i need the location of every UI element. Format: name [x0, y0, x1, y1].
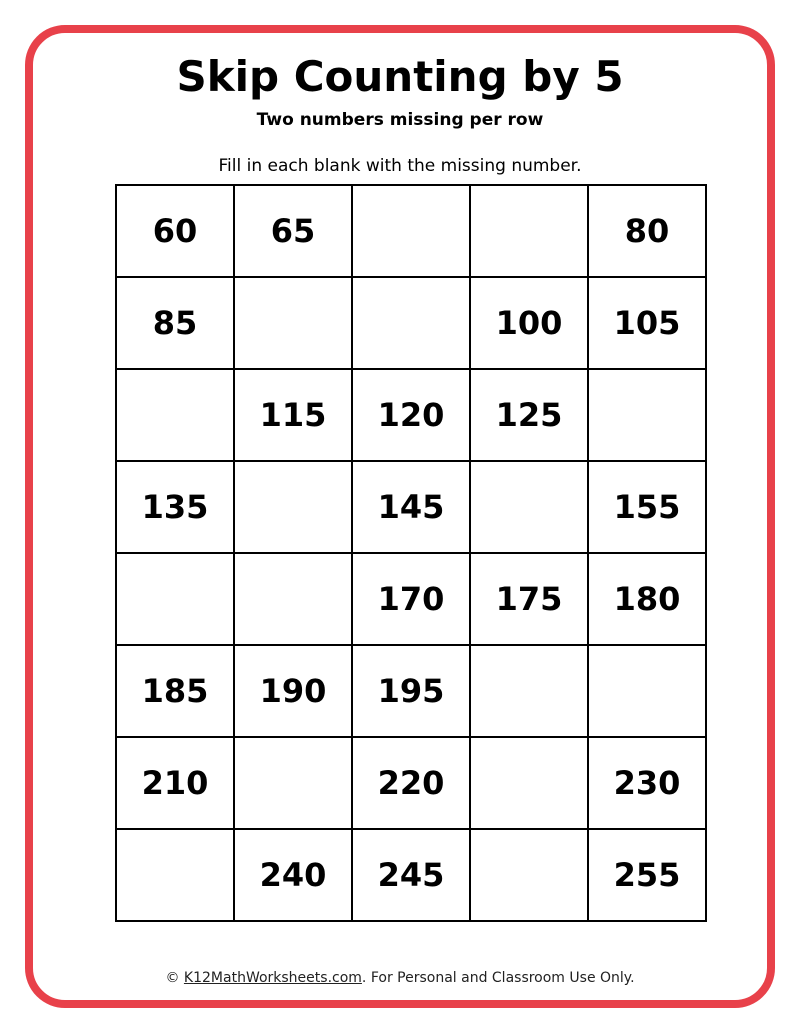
number-cell: 120: [351, 368, 471, 462]
grid-row: 240 245 255: [115, 828, 707, 922]
number-cell: 105: [587, 276, 707, 370]
blank-cell[interactable]: [587, 368, 707, 462]
footer: © K12MathWorksheets.com. For Personal an…: [0, 970, 800, 986]
number-cell: 180: [587, 552, 707, 646]
page-subtitle: Two numbers missing per row: [256, 110, 544, 130]
grid-row: 135 145 155: [115, 460, 707, 554]
number-cell: 175: [469, 552, 589, 646]
number-cell: 80: [587, 184, 707, 278]
number-grid: 60 65 80 85 100 105 115 120 125 135 145 155 170 175 18…: [115, 184, 707, 922]
number-cell: 195: [351, 644, 471, 738]
number-cell: 60: [115, 184, 235, 278]
number-cell: 65: [233, 184, 353, 278]
grid-row: 85 100 105: [115, 276, 707, 370]
blank-cell[interactable]: [233, 736, 353, 830]
blank-cell[interactable]: [469, 644, 589, 738]
number-cell: 170: [351, 552, 471, 646]
blank-cell[interactable]: [115, 368, 235, 462]
site-link[interactable]: K12MathWorksheets.com: [183, 970, 362, 986]
number-cell: 220: [351, 736, 471, 830]
blank-cell[interactable]: [469, 460, 589, 554]
grid-row: 115 120 125: [115, 368, 707, 462]
number-cell: 125: [469, 368, 589, 462]
number-cell: 85: [115, 276, 235, 370]
blank-cell[interactable]: [469, 828, 589, 922]
blank-cell[interactable]: [115, 552, 235, 646]
page-border: [25, 25, 775, 1008]
number-cell: 115: [233, 368, 353, 462]
number-cell: 155: [587, 460, 707, 554]
blank-cell[interactable]: [351, 276, 471, 370]
number-cell: 100: [469, 276, 589, 370]
blank-cell[interactable]: [351, 184, 471, 278]
blank-cell[interactable]: [115, 828, 235, 922]
grid-row: 185 190 195: [115, 644, 707, 738]
number-cell: 230: [587, 736, 707, 830]
blank-cell[interactable]: [233, 276, 353, 370]
number-cell: 190: [233, 644, 353, 738]
page-title: Skip Counting by 5: [176, 52, 624, 101]
grid-row: 60 65 80: [115, 184, 707, 278]
blank-cell[interactable]: [587, 644, 707, 738]
blank-cell[interactable]: [469, 184, 589, 278]
blank-cell[interactable]: [233, 460, 353, 554]
number-cell: 185: [115, 644, 235, 738]
blank-cell[interactable]: [233, 552, 353, 646]
copyright-symbol: ©: [165, 970, 180, 986]
instructions: Fill in each blank with the missing numb…: [218, 156, 582, 176]
number-cell: 145: [351, 460, 471, 554]
number-cell: 210: [115, 736, 235, 830]
footer-text: . For Personal and Classroom Use Only.: [361, 970, 635, 986]
number-cell: 240: [233, 828, 353, 922]
number-cell: 245: [351, 828, 471, 922]
blank-cell[interactable]: [469, 736, 589, 830]
number-cell: 255: [587, 828, 707, 922]
grid-row: 210 220 230: [115, 736, 707, 830]
grid-row: 170 175 180: [115, 552, 707, 646]
number-cell: 135: [115, 460, 235, 554]
